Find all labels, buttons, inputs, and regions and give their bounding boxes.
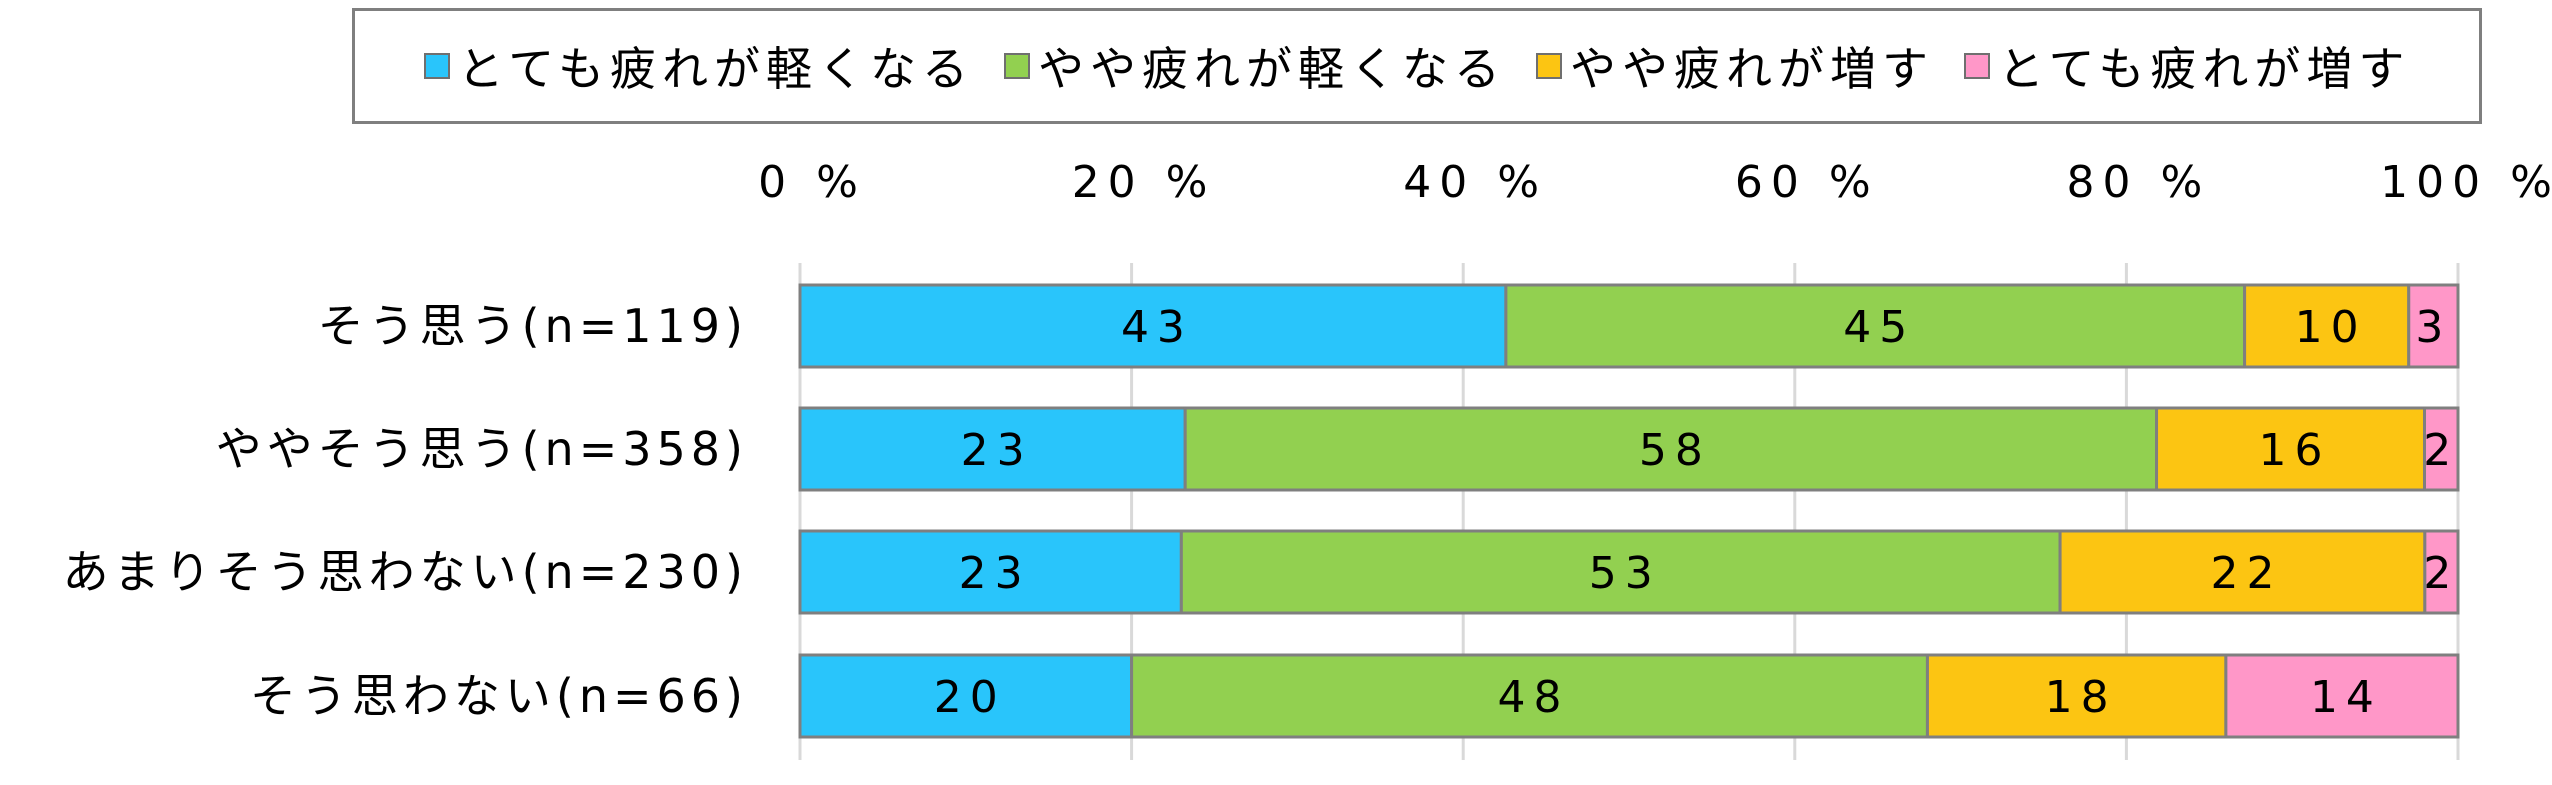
category-label: そう思う(n=119) xyxy=(318,299,748,353)
bar-segment xyxy=(798,529,1183,615)
data-label: 18 xyxy=(2045,672,2117,723)
data-label: 10 xyxy=(2295,302,2367,353)
x-tick-label: 20 % xyxy=(1072,157,1216,208)
bar-segment xyxy=(798,653,1134,739)
legend-label: とても疲れが軽くなる xyxy=(457,42,974,96)
data-label: 16 xyxy=(2259,425,2331,476)
legend-swatch xyxy=(1004,53,1030,79)
legend-item: とても疲れが軽くなる xyxy=(423,33,974,99)
category-label: ややそう思う(n=358) xyxy=(216,422,748,476)
data-label: 3 xyxy=(2415,302,2451,353)
data-label: 22 xyxy=(2210,548,2282,599)
legend: とても疲れが軽くなる やや疲れが軽くなる やや疲れが増す とても疲れが増す xyxy=(352,8,2482,124)
category-label: あまりそう思わない(n=230) xyxy=(63,545,748,599)
legend-item: とても疲れが増す xyxy=(1964,33,2410,99)
bar-segment xyxy=(1130,653,1929,739)
data-label: 23 xyxy=(959,548,1031,599)
bar-segment xyxy=(2243,283,2411,369)
category-label: そう思わない(n=66) xyxy=(250,669,748,723)
legend-label: やや疲れが増す xyxy=(1570,42,1934,96)
legend-swatch xyxy=(1536,53,1562,79)
bar-segment xyxy=(2423,406,2460,492)
legend-swatch xyxy=(1964,53,1990,79)
legend-item: やや疲れが増す xyxy=(1536,33,1934,99)
bar-segment xyxy=(1925,653,2228,739)
bar-segment xyxy=(2224,653,2460,739)
bar-segment xyxy=(1179,529,2062,615)
data-label: 43 xyxy=(1121,302,1193,353)
x-tick-label: 60 % xyxy=(1735,157,1879,208)
bar-segment xyxy=(2407,283,2460,369)
data-label: 48 xyxy=(1498,672,1570,723)
bar-segment xyxy=(2155,406,2427,492)
x-tick-label: 80 % xyxy=(2067,157,2211,208)
bars xyxy=(798,283,2460,739)
data-label: 58 xyxy=(1639,425,1711,476)
data-label: 2 xyxy=(2423,548,2459,599)
data-labels: 43 45 10 323 58 16 223 53 22 220 48 18 14 xyxy=(934,302,2459,723)
legend-label: とても疲れが増す xyxy=(1998,42,2411,96)
x-tick-label: 100 % xyxy=(2380,157,2552,208)
legend-item: やや疲れが軽くなる xyxy=(1004,33,1506,99)
bar-segment xyxy=(2423,529,2460,615)
data-label: 45 xyxy=(1843,302,1915,353)
x-tick-label: 40 % xyxy=(1403,157,1547,208)
legend-swatch xyxy=(423,53,450,79)
data-label: 2 xyxy=(2423,425,2459,476)
data-label: 20 xyxy=(934,672,1006,723)
bar-segment xyxy=(2058,529,2427,615)
data-label: 14 xyxy=(2310,672,2382,723)
data-label: 23 xyxy=(961,425,1033,476)
x-tick-label: 0 % xyxy=(758,157,866,208)
bar-segment xyxy=(798,283,1508,369)
legend-label: やや疲れが軽くなる xyxy=(1038,42,1506,96)
x-axis-ticks: 0 % 20 % 40 % 60 % 80 % 100 % xyxy=(758,157,2552,208)
category-labels: そう思う(n=119) ややそう思う(n=358) あまりそう思わない(n=230)… xyxy=(63,299,748,723)
data-label: 53 xyxy=(1589,548,1661,599)
bar-segment xyxy=(798,406,1187,492)
